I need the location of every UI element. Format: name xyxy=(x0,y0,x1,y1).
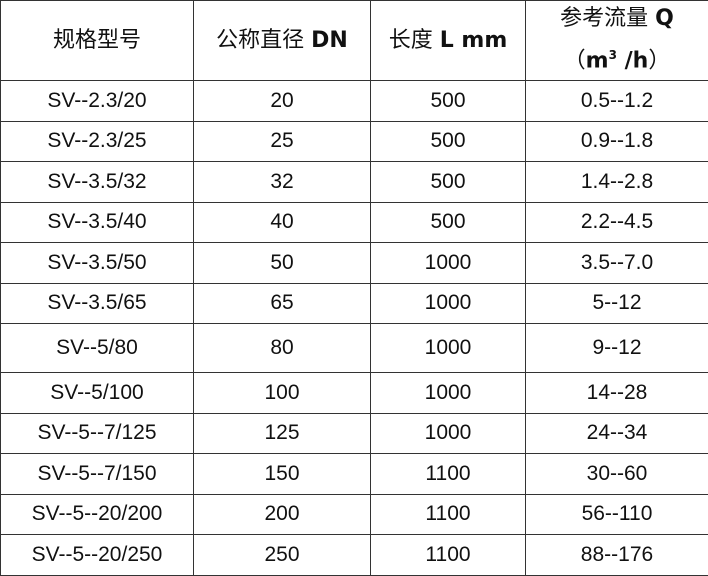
unit-sup: 3 xyxy=(609,48,617,62)
cell-model: SV--2.3/20 xyxy=(1,81,194,122)
cell-flow: 56--110 xyxy=(526,494,708,535)
cell-length: 1000 xyxy=(371,283,526,324)
cell-model: SV--5--20/250 xyxy=(1,535,194,576)
cell-diameter: 250 xyxy=(194,535,371,576)
cell-flow: 5--12 xyxy=(526,283,708,324)
cell-flow: 3.5--7.0 xyxy=(526,243,708,284)
header-flow-label: 参考流量 xyxy=(560,6,648,31)
cell-length: 1100 xyxy=(371,454,526,495)
header-length: 长度 L mm xyxy=(371,1,526,81)
cell-length: 500 xyxy=(371,121,526,162)
cell-model: SV--5--7/125 xyxy=(1,413,194,454)
cell-model: SV--2.3/25 xyxy=(1,121,194,162)
cell-flow: 30--60 xyxy=(526,454,708,495)
cell-length: 500 xyxy=(371,162,526,203)
header-length-unit: L mm xyxy=(440,28,508,53)
header-diameter: 公称直径 DN xyxy=(194,1,371,81)
cell-flow: 14--28 xyxy=(526,373,708,414)
cell-length: 1000 xyxy=(371,324,526,373)
cell-length: 1000 xyxy=(371,413,526,454)
cell-diameter: 32 xyxy=(194,162,371,203)
cell-diameter: 50 xyxy=(194,243,371,284)
cell-flow: 0.5--1.2 xyxy=(526,81,708,122)
header-diameter-unit: DN xyxy=(311,28,348,53)
cell-length: 500 xyxy=(371,202,526,243)
cell-diameter: 150 xyxy=(194,454,371,495)
cell-length: 1100 xyxy=(371,494,526,535)
cell-model: SV--5/80 xyxy=(1,324,194,373)
header-row: 规格型号 公称直径 DN 长度 L mm 参考流量 Q （m3 /h） xyxy=(1,1,708,81)
cell-diameter: 125 xyxy=(194,413,371,454)
cell-diameter: 100 xyxy=(194,373,371,414)
cell-length: 1100 xyxy=(371,535,526,576)
cell-diameter: 25 xyxy=(194,121,371,162)
header-model: 规格型号 xyxy=(1,1,194,81)
header-diameter-label: 公称直径 xyxy=(216,28,304,53)
cell-model: SV--5--20/200 xyxy=(1,494,194,535)
cell-diameter: 40 xyxy=(194,202,371,243)
cell-model: SV--3.5/32 xyxy=(1,162,194,203)
header-flow-symbol: Q xyxy=(655,6,674,31)
cell-diameter: 20 xyxy=(194,81,371,122)
cell-diameter: 65 xyxy=(194,283,371,324)
header-flow: 参考流量 Q （m3 /h） xyxy=(526,1,708,81)
cell-flow: 88--176 xyxy=(526,535,708,576)
cell-diameter: 80 xyxy=(194,324,371,373)
cell-diameter: 200 xyxy=(194,494,371,535)
cell-flow: 1.4--2.8 xyxy=(526,162,708,203)
header-length-label: 长度 xyxy=(389,28,433,53)
unit-paren-close: ） xyxy=(648,49,670,74)
unit-paren-open: （ xyxy=(564,49,586,74)
cell-flow: 9--12 xyxy=(526,324,708,373)
cell-model: SV--5--7/150 xyxy=(1,454,194,495)
cell-model: SV--3.5/65 xyxy=(1,283,194,324)
unit-m: m xyxy=(586,49,609,74)
cell-length: 1000 xyxy=(371,373,526,414)
cell-model: SV--3.5/50 xyxy=(1,243,194,284)
cell-flow: 2.2--4.5 xyxy=(526,202,708,243)
cell-length: 500 xyxy=(371,81,526,122)
cell-length: 1000 xyxy=(371,243,526,284)
cell-model: SV--5/100 xyxy=(1,373,194,414)
cell-flow: 24--34 xyxy=(526,413,708,454)
cell-flow: 0.9--1.8 xyxy=(526,121,708,162)
unit-rest: /h xyxy=(617,49,648,74)
cell-model: SV--3.5/40 xyxy=(1,202,194,243)
header-model-label: 规格型号 xyxy=(53,28,141,53)
